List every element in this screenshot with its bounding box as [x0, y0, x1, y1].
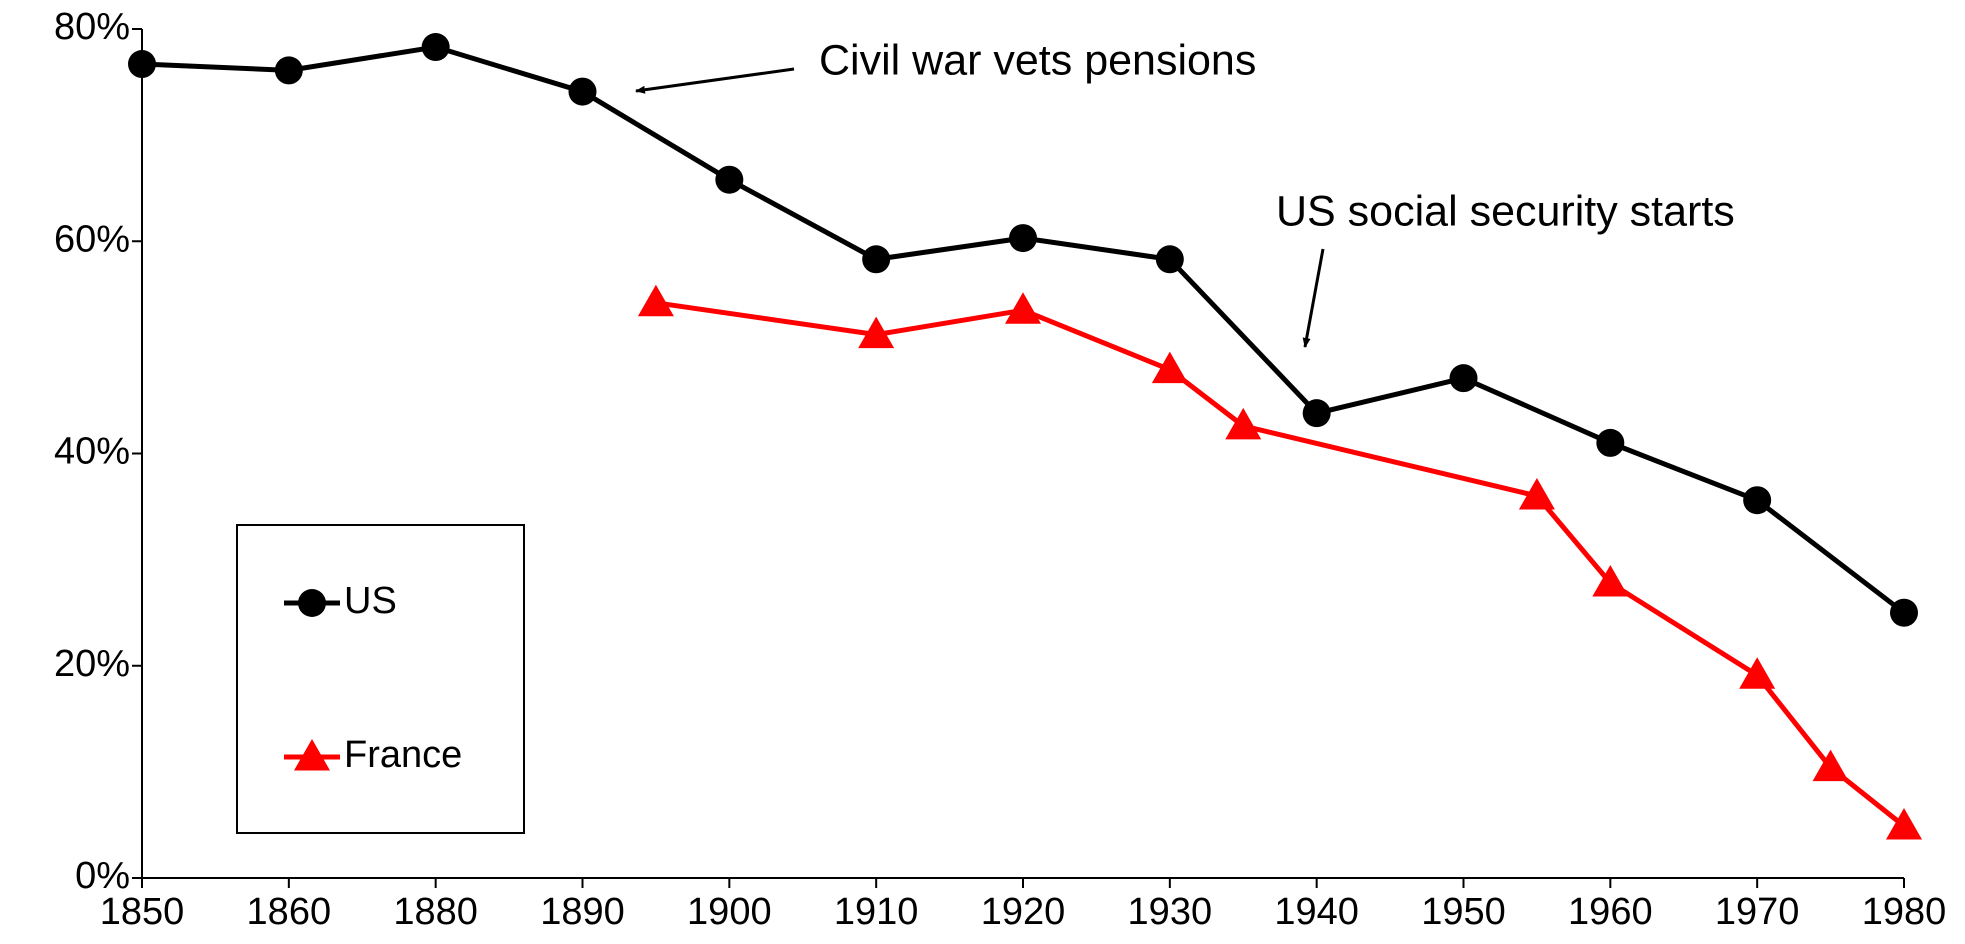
- data-point: [1739, 657, 1776, 689]
- data-point: [1225, 407, 1262, 440]
- x-tick-label: 1980: [1862, 891, 1947, 933]
- data-point: [1596, 428, 1625, 457]
- data-point: [1886, 807, 1922, 840]
- annotation: US social security starts: [1276, 187, 1735, 235]
- data-point: [128, 50, 156, 79]
- x-tick-label: 1940: [1274, 891, 1359, 933]
- data-point: [1005, 292, 1041, 324]
- data-point: [1155, 245, 1184, 274]
- x-tick-label: 1950: [1421, 891, 1506, 933]
- data-point: [1449, 364, 1478, 393]
- data-point: [421, 33, 450, 62]
- data-point: [1812, 749, 1849, 782]
- series-line: [655, 300, 1906, 828]
- x-tick-label: 1860: [247, 891, 332, 933]
- legend-box: [236, 524, 525, 834]
- data-point: [1743, 486, 1772, 515]
- x-tick-label: 1960: [1568, 891, 1653, 933]
- data-point: [1009, 224, 1037, 253]
- x-tick-label: 1890: [540, 891, 625, 933]
- legend-marker: [298, 589, 326, 617]
- data-point: [1890, 598, 1918, 627]
- x-tick-label: 1970: [1715, 891, 1800, 933]
- annotation-arrow: [635, 67, 795, 94]
- legend-label: US: [344, 580, 397, 622]
- data-point: [1151, 351, 1188, 384]
- data-point: [568, 77, 597, 106]
- legend-label: France: [344, 734, 462, 776]
- y-tick-label: 40%: [54, 431, 130, 473]
- y-tick-label: 20%: [54, 643, 130, 685]
- x-tick-label: 1930: [1128, 891, 1213, 933]
- annotation: Civil war vets pensions: [819, 36, 1256, 84]
- y-tick-label: 80%: [54, 6, 130, 48]
- x-tick-label: 1920: [981, 891, 1066, 933]
- data-point: [274, 56, 303, 85]
- data-point: [1302, 399, 1331, 428]
- x-tick-label: 1910: [834, 891, 919, 933]
- y-tick-label: 0%: [75, 855, 130, 897]
- data-point: [637, 284, 674, 317]
- data-point: [858, 316, 895, 349]
- y-tick-label: 60%: [54, 218, 130, 260]
- x-tick-label: 1850: [100, 891, 185, 933]
- annotation-arrow: [1302, 248, 1325, 348]
- data-point: [715, 165, 744, 194]
- data-point: [1518, 477, 1555, 510]
- x-tick-label: 1900: [687, 891, 772, 933]
- x-tick-label: 1880: [393, 891, 478, 933]
- data-point: [1592, 564, 1629, 597]
- legend-marker: [294, 739, 330, 771]
- data-point: [862, 245, 891, 274]
